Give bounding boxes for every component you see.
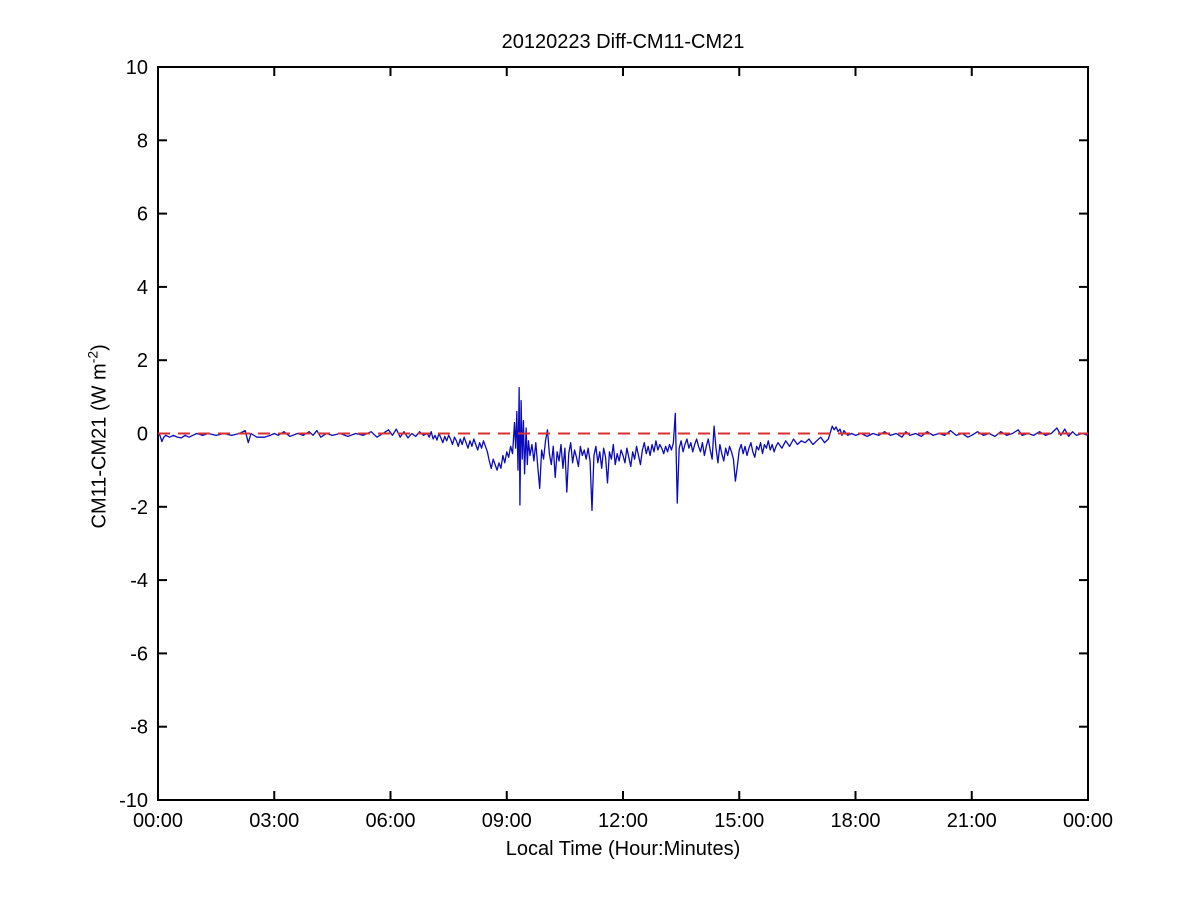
y-tick-label: -8 [130, 717, 148, 739]
x-tick-label: 18:00 [830, 810, 880, 832]
y-tick-label: 0 [137, 424, 148, 446]
y-tick-label: -2 [130, 497, 148, 519]
x-tick-label: 09:00 [482, 810, 532, 832]
chart-title: 20120223 Diff-CM11-CM21 [501, 31, 745, 53]
x-tick-label: 03:00 [249, 810, 299, 832]
y-axis-label: CM11-CM21 (W m-2) [85, 0, 112, 901]
x-tick-label: 00:00 [133, 810, 183, 832]
x-tick-label: 06:00 [365, 810, 415, 832]
y-axis-label-superscript: -2 [84, 350, 101, 364]
y-tick-label: 2 [137, 350, 148, 372]
diff-series-line [157, 387, 1089, 512]
y-tick-label: 10 [126, 57, 148, 79]
y-tick-label: -6 [130, 643, 148, 665]
y-tick-label: 8 [137, 130, 148, 152]
y-tick-label: -10 [119, 790, 148, 812]
y-tick-label: 4 [137, 277, 148, 299]
x-axis-label: Local Time (Hour:Minutes) [505, 838, 741, 860]
y-tick-label: 6 [137, 204, 148, 226]
y-tick-label: -4 [130, 570, 148, 592]
x-tick-label: 15:00 [714, 810, 764, 832]
x-tick-label: 12:00 [598, 810, 648, 832]
x-tick-label: 21:00 [947, 810, 997, 832]
y-axis-label-prefix: CM11-CM21 (W m [88, 363, 111, 529]
y-axis-label-suffix: ) [88, 344, 111, 351]
x-tick-label: 00:00 [1063, 810, 1113, 832]
